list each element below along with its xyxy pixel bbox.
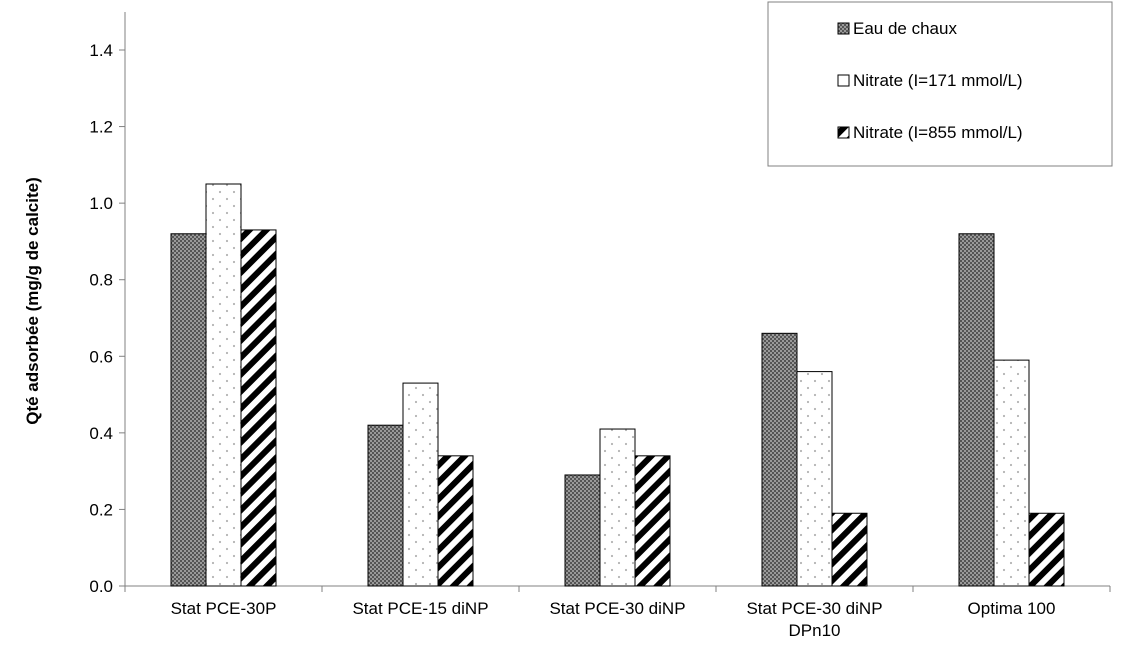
bar-crosshatch: [564, 474, 601, 587]
bar-dots: [205, 183, 242, 587]
x-tick-label: Stat PCE-30 diNP DPn10: [746, 599, 882, 640]
y-axis-label: Qté adsorbée (mg/g de calcite): [23, 177, 42, 425]
y-tick-label: 0.0: [89, 577, 113, 596]
bar-dots: [402, 382, 439, 587]
bar-diagonal: [437, 455, 474, 587]
tick-labels: 0.0 0.2 0.4 0.6 0.8 1.0 1.2 1.4 Stat PCE-30P Stat…: [89, 41, 1055, 640]
legend-swatch-diagonal: [837, 126, 850, 139]
legend: Eau de chaux Nitrate (I=171 mmol/L) Nitrat…: [767, 1, 1113, 167]
y-tick-label: 0.8: [89, 271, 113, 290]
bar-diagonal: [831, 512, 868, 587]
y-tick-label: 0.2: [89, 500, 113, 519]
bar-diagonal: [634, 455, 671, 587]
legend-swatch-crosshatch: [837, 22, 850, 35]
legend-swatch-dots: [837, 74, 850, 87]
legend-label: Nitrate (I=171 mmol/L): [853, 71, 1023, 90]
bar-diagonal: [240, 229, 277, 587]
y-tick-label: 0.4: [89, 424, 113, 443]
bar-dots: [796, 371, 833, 587]
x-tick-label: Stat PCE-30 diNP: [549, 599, 685, 618]
legend-box: [767, 1, 1113, 167]
y-tick-label: 1.2: [89, 118, 113, 137]
x-tick-label: Stat PCE-15 diNP: [352, 599, 488, 618]
bar-crosshatch: [170, 233, 207, 587]
x-tick-label: Optima 100: [968, 599, 1056, 618]
legend-label: Eau de chaux: [853, 19, 957, 38]
bar-crosshatch: [958, 233, 995, 587]
bar-diagonal: [1028, 512, 1065, 587]
bar-crosshatch: [761, 332, 798, 587]
y-tick-label: 0.6: [89, 347, 113, 366]
bar-dots: [993, 359, 1030, 587]
y-tick-label: 1.0: [89, 194, 113, 213]
y-tick-label: 1.4: [89, 41, 113, 60]
bars: [170, 183, 1065, 587]
bar-dots: [599, 428, 636, 587]
legend-label: Nitrate (I=855 mmol/L): [853, 123, 1023, 142]
bar-crosshatch: [367, 424, 404, 587]
x-tick-label: Stat PCE-30P: [171, 599, 277, 618]
